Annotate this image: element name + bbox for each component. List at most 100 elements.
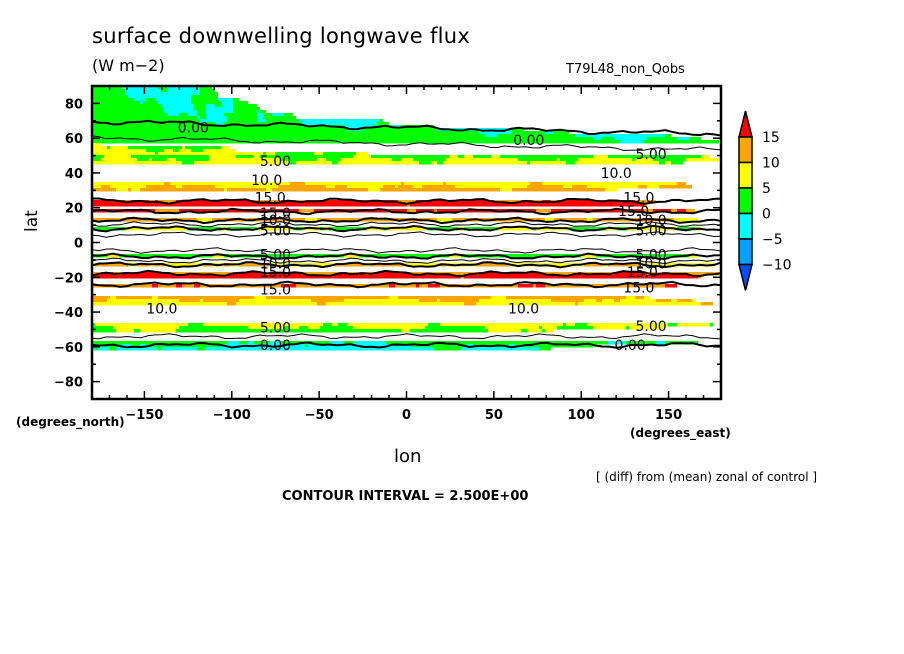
y-tick-label: 80 [65, 97, 83, 112]
band-cell [509, 344, 515, 348]
band-cell [578, 302, 701, 306]
band-cell [512, 131, 545, 135]
band-cell [92, 92, 125, 96]
contour-label: 0.00 [513, 133, 544, 149]
band-cell [248, 341, 254, 345]
band-cell [377, 122, 389, 126]
y-tick-label: −20 [54, 271, 83, 286]
band-cell [665, 161, 671, 165]
band-cell [467, 344, 473, 348]
band-cell [593, 326, 626, 330]
band-cell [308, 344, 395, 348]
band-cell [560, 158, 578, 162]
band-cell [677, 299, 692, 303]
band-cell [383, 185, 395, 189]
band-cell [410, 329, 488, 333]
band-cell [107, 254, 119, 258]
band-cell [602, 137, 614, 141]
chart-units: (W m−2) [92, 56, 165, 75]
band-cell [449, 254, 461, 258]
contour-label: 15.0 [627, 265, 658, 281]
x-tick-label: 100 [568, 408, 595, 423]
y-tick-label: 0 [74, 237, 83, 252]
band-cell [131, 344, 140, 348]
band-cell [359, 254, 449, 258]
band-cell [134, 98, 146, 102]
band-cell [203, 149, 236, 153]
band-cell [398, 185, 413, 189]
band-cell [104, 155, 131, 159]
band-cell [443, 161, 527, 165]
band-cell [92, 227, 125, 231]
band-cell [92, 275, 461, 279]
band-cell [191, 98, 218, 102]
band-cell [92, 131, 479, 135]
band-cell [515, 344, 593, 348]
band-cell [629, 326, 665, 330]
contour-label: 5.00 [260, 321, 291, 337]
band-cell [353, 155, 371, 159]
band-cell [176, 158, 209, 162]
band-cell [491, 296, 506, 300]
band-cell [479, 131, 512, 135]
band-cell [92, 200, 125, 204]
band-cell [557, 326, 593, 330]
band-cell [542, 182, 677, 186]
band-cell [518, 158, 557, 162]
band-cell [689, 254, 698, 258]
band-cell [194, 161, 290, 165]
band-cell [437, 218, 452, 222]
band-cell [440, 299, 479, 303]
band-cell [653, 158, 686, 162]
band-cell [665, 134, 671, 138]
band-cell [209, 155, 236, 159]
band-cell [305, 200, 398, 204]
band-cell [644, 203, 647, 207]
band-cell [671, 299, 677, 303]
band-cell [410, 203, 644, 207]
band-cell [440, 323, 563, 327]
band-cell [92, 101, 140, 105]
contour-label: 0.00 [260, 338, 291, 354]
contour-label: 15.0 [255, 190, 286, 206]
contour-label: 15.0 [260, 265, 291, 281]
band-cell [203, 299, 239, 303]
band-cell [95, 263, 128, 267]
band-cell [326, 185, 335, 189]
band-cell [92, 137, 593, 141]
band-cell [311, 299, 344, 303]
band-cell [92, 299, 107, 303]
band-cell [137, 158, 149, 162]
band-cell [92, 86, 107, 90]
band-cell [593, 137, 602, 141]
band-cell [146, 185, 176, 189]
band-cell [338, 161, 419, 165]
band-cell [542, 326, 557, 330]
band-cell [266, 119, 299, 123]
band-cell [353, 326, 425, 330]
band-cell [668, 323, 677, 327]
band-cell [380, 119, 383, 123]
band-cell [110, 347, 116, 351]
contour-line [92, 207, 721, 216]
band-cell [233, 104, 257, 108]
band-cell [566, 323, 575, 327]
band-cell [689, 137, 701, 141]
band-cell [158, 101, 191, 105]
band-cell [146, 98, 155, 102]
band-cell [200, 86, 212, 90]
contour-line [92, 224, 721, 233]
band-cell [197, 218, 212, 222]
band-cell [575, 323, 587, 327]
band-cell [209, 158, 281, 162]
band-cell [626, 341, 656, 345]
band-cell [563, 185, 572, 189]
band-cell [347, 185, 383, 189]
band-cell [92, 140, 620, 144]
band-cell [200, 89, 215, 93]
band-cell [323, 323, 332, 327]
band-cell [614, 299, 620, 303]
band-cell [233, 110, 257, 114]
band-cell [671, 161, 683, 165]
band-cell [197, 110, 206, 114]
